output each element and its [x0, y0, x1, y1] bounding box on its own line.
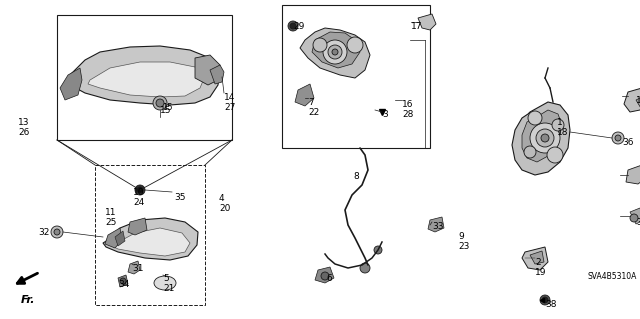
- Polygon shape: [105, 228, 122, 248]
- Text: 34: 34: [118, 280, 129, 289]
- Text: 35: 35: [174, 193, 186, 202]
- Text: 31: 31: [132, 264, 143, 273]
- Polygon shape: [60, 68, 82, 100]
- Circle shape: [528, 111, 542, 125]
- Circle shape: [120, 278, 126, 284]
- Polygon shape: [128, 218, 147, 235]
- Ellipse shape: [154, 276, 176, 290]
- Text: 14: 14: [224, 93, 236, 102]
- Circle shape: [374, 246, 382, 254]
- Polygon shape: [630, 208, 640, 224]
- Circle shape: [156, 99, 164, 107]
- Circle shape: [547, 147, 563, 163]
- Circle shape: [290, 23, 296, 29]
- Text: 23: 23: [458, 242, 469, 251]
- Text: 20: 20: [219, 204, 230, 213]
- Text: 29: 29: [293, 22, 305, 31]
- Bar: [282, 5, 430, 148]
- Text: 6: 6: [326, 274, 332, 283]
- Circle shape: [137, 187, 143, 193]
- Circle shape: [552, 119, 564, 131]
- Polygon shape: [530, 251, 544, 264]
- Polygon shape: [115, 231, 125, 246]
- Polygon shape: [512, 102, 570, 175]
- Circle shape: [153, 96, 167, 110]
- Polygon shape: [68, 46, 220, 105]
- Text: 9: 9: [458, 232, 464, 241]
- Circle shape: [54, 229, 60, 235]
- Text: Fr.: Fr.: [20, 295, 35, 305]
- Text: 17: 17: [411, 22, 422, 31]
- Text: 27: 27: [224, 103, 236, 112]
- Text: 28: 28: [402, 110, 413, 119]
- Polygon shape: [624, 88, 640, 112]
- Text: 19: 19: [535, 268, 547, 277]
- Text: 10: 10: [133, 188, 145, 197]
- Circle shape: [288, 21, 298, 31]
- Polygon shape: [88, 62, 205, 97]
- Polygon shape: [300, 28, 370, 78]
- Text: 18: 18: [557, 128, 568, 137]
- Polygon shape: [112, 228, 190, 256]
- Text: 32: 32: [38, 228, 49, 237]
- Text: 1: 1: [557, 118, 563, 127]
- Text: 8: 8: [353, 172, 359, 181]
- Polygon shape: [428, 217, 444, 232]
- Circle shape: [328, 45, 342, 59]
- Circle shape: [630, 214, 638, 222]
- Text: 5: 5: [163, 274, 169, 283]
- Circle shape: [536, 129, 554, 147]
- Circle shape: [347, 37, 363, 53]
- Text: 12: 12: [636, 96, 640, 105]
- Text: 22: 22: [308, 108, 319, 117]
- Text: 37: 37: [636, 218, 640, 227]
- Text: 3: 3: [382, 110, 388, 119]
- Text: 38: 38: [545, 300, 557, 309]
- Polygon shape: [210, 65, 224, 84]
- Text: 36: 36: [622, 138, 634, 147]
- Circle shape: [51, 226, 63, 238]
- Circle shape: [321, 272, 329, 280]
- Polygon shape: [118, 275, 128, 287]
- Text: 26: 26: [18, 128, 29, 137]
- Polygon shape: [315, 267, 334, 283]
- Text: 15: 15: [162, 102, 173, 112]
- Text: 21: 21: [163, 284, 174, 293]
- Polygon shape: [128, 261, 140, 274]
- Circle shape: [615, 135, 621, 141]
- Circle shape: [360, 263, 370, 273]
- Text: 7: 7: [308, 98, 314, 107]
- Polygon shape: [295, 84, 314, 106]
- Polygon shape: [418, 14, 436, 30]
- Text: 33: 33: [432, 222, 444, 231]
- Circle shape: [612, 132, 624, 144]
- Bar: [95, 165, 205, 305]
- Text: 24: 24: [133, 198, 144, 207]
- Circle shape: [540, 295, 550, 305]
- Polygon shape: [312, 32, 360, 68]
- Text: 2: 2: [535, 258, 541, 267]
- Circle shape: [542, 297, 548, 303]
- Text: 4: 4: [219, 194, 225, 203]
- Circle shape: [524, 146, 536, 158]
- Text: 15: 15: [160, 106, 172, 115]
- Polygon shape: [626, 165, 640, 184]
- Text: 25: 25: [105, 218, 116, 227]
- Polygon shape: [103, 218, 198, 260]
- Polygon shape: [195, 55, 220, 85]
- Text: SVA4B5310A: SVA4B5310A: [588, 272, 637, 281]
- Polygon shape: [522, 110, 562, 162]
- Text: 16: 16: [402, 100, 413, 109]
- Text: 11: 11: [105, 208, 116, 217]
- Bar: [57, 15, 232, 140]
- Circle shape: [530, 123, 560, 153]
- Circle shape: [323, 40, 347, 64]
- Circle shape: [313, 38, 327, 52]
- Polygon shape: [636, 96, 640, 110]
- Circle shape: [135, 185, 145, 195]
- Polygon shape: [522, 247, 548, 270]
- Text: 13: 13: [18, 118, 29, 127]
- Circle shape: [332, 49, 338, 55]
- Circle shape: [541, 134, 549, 142]
